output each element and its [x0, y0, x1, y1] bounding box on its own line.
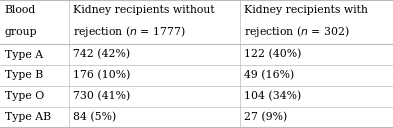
Text: Type O: Type O	[5, 91, 44, 101]
Text: 104 (34%): 104 (34%)	[244, 91, 302, 101]
Text: 27 (9%): 27 (9%)	[244, 112, 288, 122]
Text: rejection ($n$ = 302): rejection ($n$ = 302)	[244, 24, 350, 39]
Text: rejection ($n$ = 1777): rejection ($n$ = 1777)	[73, 24, 187, 39]
Text: Blood: Blood	[5, 5, 36, 15]
Text: 49 (16%): 49 (16%)	[244, 70, 295, 81]
Text: Type B: Type B	[5, 70, 43, 80]
Text: 122 (40%): 122 (40%)	[244, 49, 302, 60]
Text: group: group	[5, 27, 37, 37]
Text: Type AB: Type AB	[5, 112, 51, 122]
Text: 176 (10%): 176 (10%)	[73, 70, 131, 81]
Text: Type A: Type A	[5, 50, 43, 60]
Text: Kidney recipients without: Kidney recipients without	[73, 5, 215, 15]
Text: Kidney recipients with: Kidney recipients with	[244, 5, 368, 15]
Text: 742 (42%): 742 (42%)	[73, 49, 130, 60]
Text: 730 (41%): 730 (41%)	[73, 91, 131, 101]
Text: 84 (5%): 84 (5%)	[73, 112, 117, 122]
